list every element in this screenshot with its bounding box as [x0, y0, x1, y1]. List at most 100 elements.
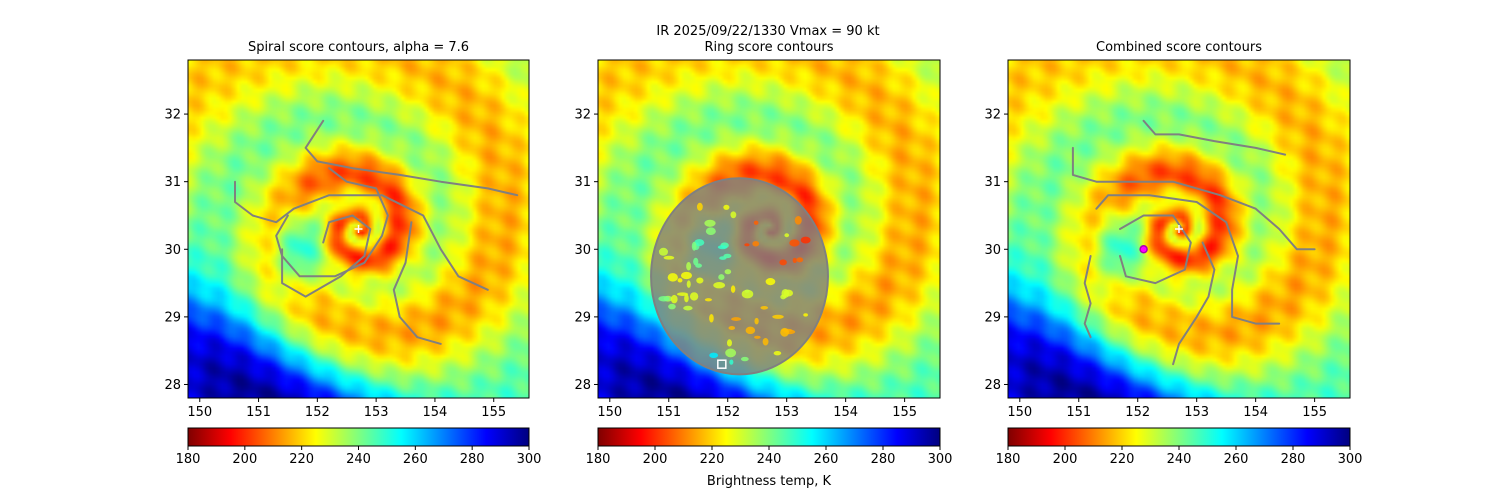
ring-gap	[696, 277, 704, 284]
x-tick-label: 154	[833, 405, 858, 420]
score-contour-4	[281, 214, 372, 298]
ring-gap	[731, 317, 742, 321]
score-contour-1	[1142, 119, 1287, 156]
y-tick-label: 28	[164, 378, 181, 393]
panel-title: Ring score contours	[704, 40, 833, 55]
ring-gap	[725, 348, 737, 358]
ring-gap	[789, 239, 800, 247]
x-tick-label: 154	[1243, 405, 1268, 420]
axes-frame	[597, 59, 941, 399]
score-contour-1	[304, 119, 519, 197]
colorbar-tick-label: 220	[289, 452, 314, 467]
ring-gap	[689, 292, 699, 301]
ring-gap	[784, 233, 790, 238]
score-contour-4	[1119, 214, 1192, 285]
panel-1: Spiral score contours, alpha = 7.6 150 151…	[164, 40, 541, 467]
axes-frame	[1007, 59, 1351, 399]
y-tick-label: 31	[574, 175, 591, 190]
axes-frame	[187, 59, 530, 399]
score-contour-2	[1071, 146, 1316, 251]
y-tick-label: 29	[574, 310, 591, 325]
ring-gap	[694, 239, 705, 247]
ring-gap	[745, 326, 756, 335]
x-tick-label: 151	[656, 405, 681, 420]
ring-gap	[730, 211, 737, 219]
ring-gap	[668, 303, 676, 310]
ring-gap	[658, 295, 670, 302]
ring-gap	[726, 339, 733, 347]
ring-gap	[781, 288, 790, 298]
ring-gap	[800, 236, 811, 244]
x-tick-label: 150	[187, 405, 212, 420]
ring-gap	[676, 292, 689, 296]
colorbar-tick-label: 260	[1224, 452, 1249, 467]
ring-gap	[677, 278, 683, 283]
colorbar-tick-label: 180	[996, 452, 1021, 467]
ring-gap	[753, 220, 759, 225]
ring-gap	[754, 317, 759, 325]
panel-2: Ring score contours 150 151 152 153 154 155 28 2…	[574, 40, 952, 467]
ring-gap	[719, 256, 727, 260]
ring-gap	[718, 274, 725, 281]
ring-gap	[772, 314, 784, 319]
x-tick-label: 152	[1125, 405, 1150, 420]
y-tick-label: 30	[984, 243, 1001, 258]
ring-gap	[760, 306, 769, 310]
x-tick-label: 155	[481, 405, 506, 420]
ring-gap	[663, 255, 675, 260]
ring-gap	[724, 269, 732, 275]
colorbar-tick-label: 300	[928, 452, 953, 467]
ring-gap	[686, 280, 691, 288]
x-tick-label: 153	[774, 405, 799, 420]
ring-gap	[684, 294, 689, 303]
x-tick-label: 154	[423, 405, 448, 420]
center-plus-marker	[354, 225, 363, 233]
ring-gap	[713, 282, 726, 289]
ring-gap	[744, 289, 750, 293]
ring-gap	[765, 278, 776, 286]
colorbar-1	[188, 428, 529, 446]
score-contour-6	[1172, 241, 1216, 366]
ring-gap	[670, 294, 678, 304]
ring-gap	[741, 289, 754, 299]
colorbar-tick-label: 300	[517, 452, 542, 467]
colorbar-tick-label: 260	[814, 452, 839, 467]
colorbar-tick-label: 240	[757, 452, 782, 467]
y-tick-label: 29	[984, 310, 1001, 325]
ring-gap	[794, 215, 802, 225]
ring-gap	[658, 247, 669, 256]
ring-region	[651, 178, 828, 375]
y-tick-label: 29	[164, 310, 181, 325]
ring-gap	[728, 326, 736, 330]
y-tick-label: 32	[164, 108, 181, 123]
colorbar-tick-label: 300	[1338, 452, 1363, 467]
x-tick-label: 150	[597, 405, 622, 420]
center-plus-marker	[1175, 225, 1183, 233]
colorbar-tick-label: 180	[176, 452, 201, 467]
ring-gap	[686, 262, 692, 271]
x-tick-label: 155	[892, 405, 917, 420]
ring-gap	[691, 241, 697, 251]
score-contour-3	[275, 167, 389, 278]
panel-3: Combined score contours 150 151 152 153 154 15…	[984, 40, 1362, 467]
x-tick-label: 150	[1007, 405, 1032, 420]
y-tick-label: 30	[164, 243, 181, 258]
ring-gap	[723, 204, 730, 210]
score-contour-3	[1095, 194, 1281, 325]
ring-gap	[696, 202, 703, 211]
combined-center-marker	[1139, 245, 1148, 254]
x-tick-label: 152	[305, 405, 330, 420]
score-contour-5	[1083, 255, 1092, 339]
colorbar-3	[1008, 428, 1350, 446]
colorbar-tick-label: 200	[1053, 452, 1078, 467]
ring-gap	[704, 219, 716, 227]
ring-gap	[709, 313, 714, 323]
y-tick-label: 31	[984, 175, 1001, 190]
ring-gap	[667, 273, 678, 282]
y-tick-label: 30	[574, 243, 591, 258]
ring-gap	[705, 227, 716, 236]
ring-gap	[744, 243, 750, 247]
figure-title: IR 2025/09/22/1330 Vmax = 90 kt	[656, 24, 879, 39]
y-tick-label: 31	[164, 175, 181, 190]
